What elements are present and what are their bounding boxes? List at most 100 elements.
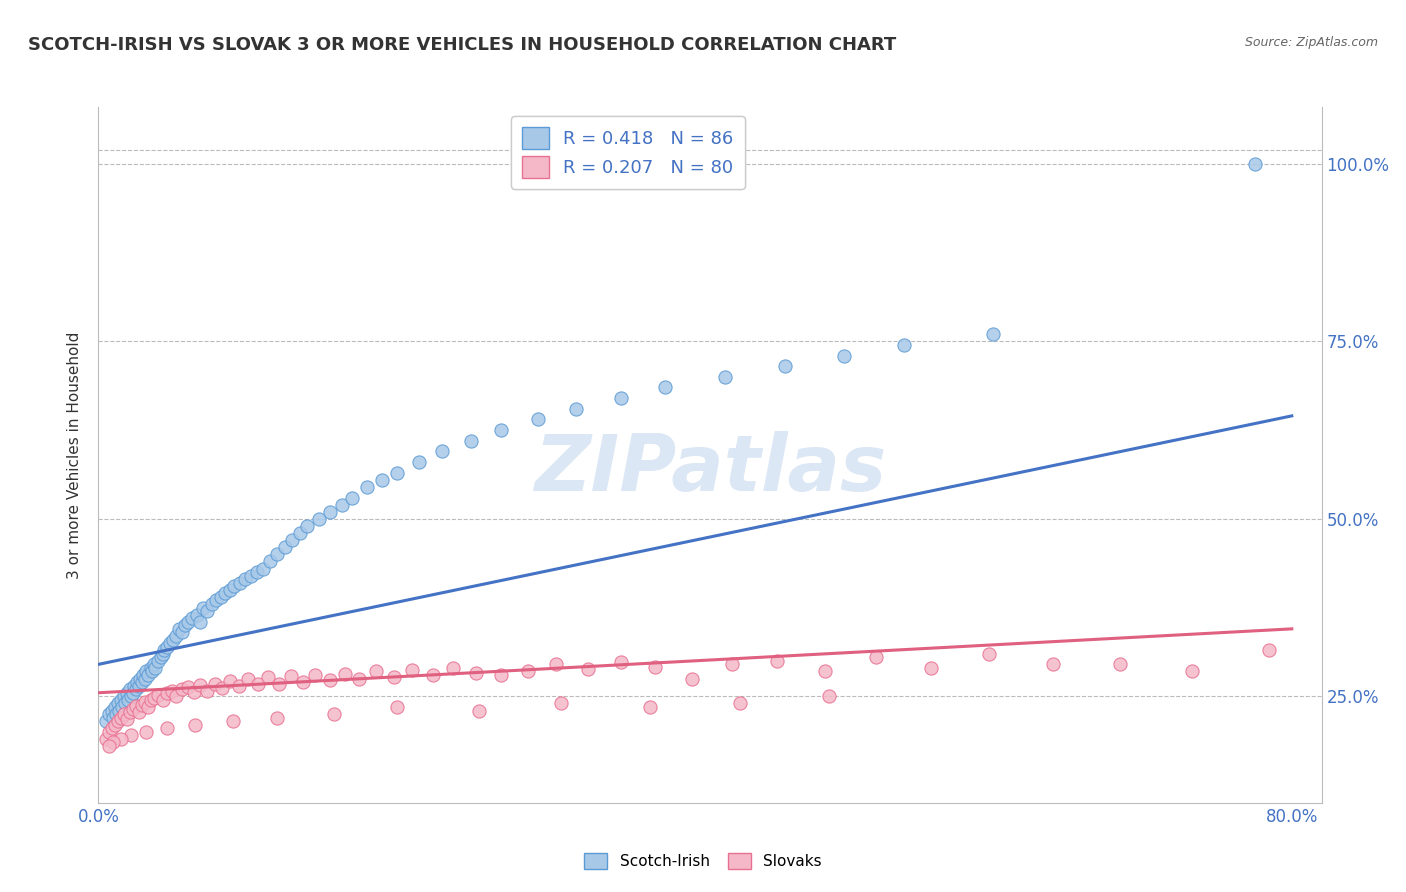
Point <box>233 572 256 586</box>
Point <box>714 369 737 384</box>
Point <box>125 699 148 714</box>
Point <box>121 702 143 716</box>
Point <box>121 686 143 700</box>
Point <box>382 670 405 684</box>
Point <box>247 677 270 691</box>
Point <box>115 712 138 726</box>
Point <box>229 575 252 590</box>
Point <box>131 698 153 712</box>
Point <box>103 710 125 724</box>
Point <box>128 679 150 693</box>
Point <box>110 731 132 746</box>
Point <box>107 714 129 728</box>
Point <box>517 665 540 679</box>
Point <box>141 665 163 679</box>
Point <box>139 693 162 707</box>
Point <box>318 673 340 687</box>
Point <box>143 661 166 675</box>
Point <box>1042 657 1064 672</box>
Point <box>468 704 491 718</box>
Point <box>609 391 631 405</box>
Point <box>1243 157 1265 171</box>
Point <box>489 668 512 682</box>
Point <box>135 665 157 679</box>
Point <box>142 690 165 705</box>
Y-axis label: 3 or more Vehicles in Household: 3 or more Vehicles in Household <box>67 331 83 579</box>
Point <box>266 547 288 561</box>
Point <box>371 473 394 487</box>
Point <box>609 655 631 669</box>
Point <box>201 597 224 611</box>
Point <box>136 668 159 682</box>
Point <box>97 724 120 739</box>
Point <box>142 657 165 672</box>
Point <box>832 349 855 363</box>
Point <box>110 693 132 707</box>
Point <box>160 683 183 698</box>
Point <box>165 690 187 704</box>
Point <box>224 579 246 593</box>
Point <box>550 697 572 711</box>
Point <box>401 663 423 677</box>
Point <box>766 654 789 668</box>
Point <box>221 714 243 728</box>
Point <box>97 707 120 722</box>
Point <box>364 665 387 679</box>
Point <box>267 676 290 690</box>
Point <box>101 704 124 718</box>
Point <box>236 673 259 687</box>
Point <box>167 622 190 636</box>
Point <box>527 412 550 426</box>
Point <box>112 690 135 704</box>
Point <box>464 665 486 680</box>
Point <box>110 710 132 724</box>
Point <box>308 512 330 526</box>
Point <box>150 650 173 665</box>
Point <box>156 686 179 700</box>
Point <box>204 676 226 690</box>
Point <box>132 668 155 682</box>
Text: ZIPatlas: ZIPatlas <box>534 431 886 507</box>
Point <box>214 586 236 600</box>
Point <box>266 710 288 724</box>
Point <box>127 675 149 690</box>
Point <box>114 697 136 711</box>
Point <box>103 735 125 749</box>
Point <box>94 731 117 746</box>
Point <box>165 629 187 643</box>
Point <box>865 650 887 665</box>
Point <box>112 707 135 722</box>
Point <box>156 640 179 654</box>
Point <box>460 434 482 448</box>
Point <box>94 714 117 728</box>
Point <box>120 728 142 742</box>
Point <box>188 615 211 629</box>
Point <box>195 683 218 698</box>
Text: Source: ZipAtlas.com: Source: ZipAtlas.com <box>1244 36 1378 49</box>
Point <box>156 721 179 735</box>
Point <box>576 662 599 676</box>
Legend: R = 0.418   N = 86, R = 0.207   N = 80: R = 0.418 N = 86, R = 0.207 N = 80 <box>512 116 745 189</box>
Point <box>430 444 453 458</box>
Point <box>209 590 232 604</box>
Point <box>117 693 139 707</box>
Point <box>139 661 162 675</box>
Point <box>181 611 204 625</box>
Point <box>115 686 138 700</box>
Point <box>814 665 837 679</box>
Point <box>977 647 1000 661</box>
Point <box>134 695 156 709</box>
Point <box>681 672 703 686</box>
Point <box>252 561 274 575</box>
Point <box>111 700 134 714</box>
Point <box>349 672 371 686</box>
Point <box>195 604 218 618</box>
Point <box>728 697 751 711</box>
Point <box>385 700 408 714</box>
Point <box>162 632 184 647</box>
Point <box>818 690 841 704</box>
Point <box>146 654 169 668</box>
Point <box>893 338 915 352</box>
Point <box>323 707 346 722</box>
Point <box>443 661 465 675</box>
